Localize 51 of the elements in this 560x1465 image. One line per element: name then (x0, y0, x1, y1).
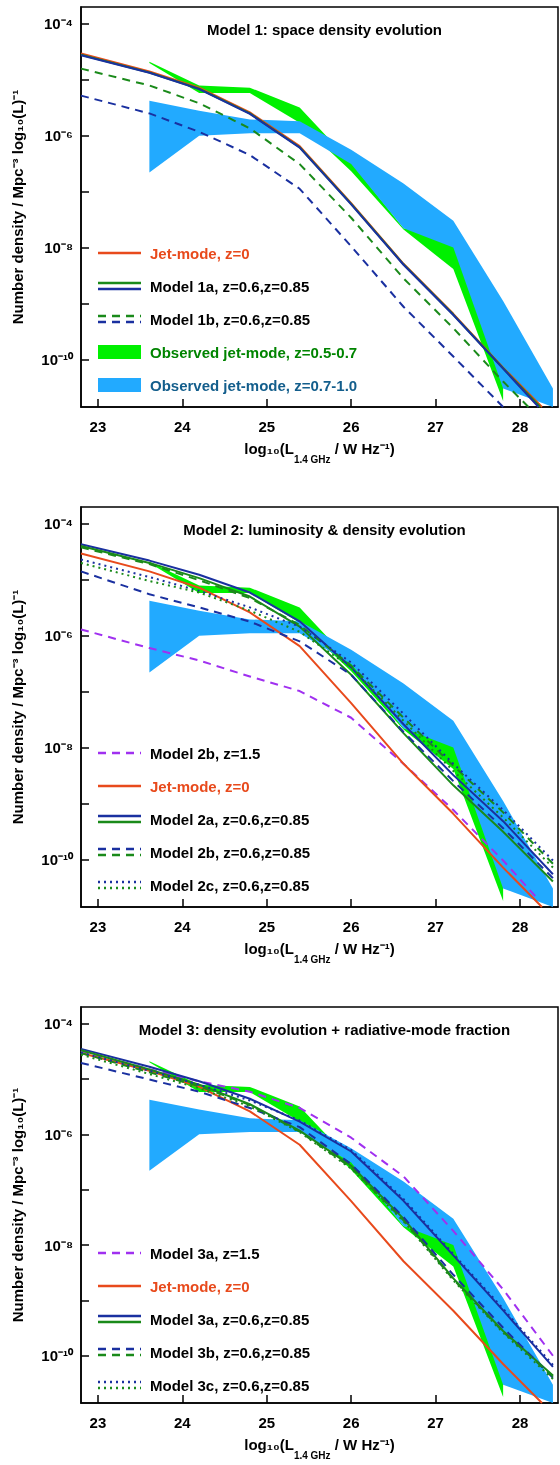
x-tick-label: 23 (89, 918, 107, 935)
y-tick-label: 10⁻⁶ (44, 1125, 73, 1143)
x-tick-label: 27 (427, 918, 444, 935)
legend-label: Model 2a, z=0.6,z=0.85 (150, 810, 310, 828)
legend-label: Model 3a, z=1.5 (150, 1244, 260, 1262)
legend-label: Model 2b, z=0.6,z=0.85 (150, 843, 311, 861)
legend-label: Jet-mode, z=0 (150, 777, 250, 795)
x-tick-label: 25 (258, 1414, 276, 1431)
y-tick-label: 10⁻⁸ (44, 738, 73, 756)
legend-label: Model 3a, z=0.6,z=0.85 (150, 1310, 310, 1328)
y-tick-label: 10⁻⁸ (44, 1236, 73, 1254)
x-tick-label: 27 (427, 1414, 444, 1431)
y-tick-label: 10⁻¹⁰ (41, 850, 74, 868)
legend-label: Model 2b, z=1.5 (150, 744, 261, 762)
legend-label: Observed jet-mode, z=0.7-1.0 (150, 376, 358, 394)
text: Model 3: density evolution + radiative-mode fraction (138, 1021, 511, 1038)
legend-label: Model 2c, z=0.6,z=0.85 (150, 876, 310, 894)
y-axis-title: Number density / Mpc⁻³ log₁₀(L)⁻¹ (9, 1087, 26, 1323)
x-tick-label: 28 (511, 418, 529, 435)
legend-label: Jet-mode, z=0 (150, 244, 250, 262)
y-tick-label: 10⁻⁴ (43, 515, 73, 533)
y-tick-label: 10⁻¹⁰ (41, 350, 74, 368)
text: Model 1: space density evolution (206, 21, 443, 38)
legend-label: Observed jet-mode, z=0.5-0.7 (150, 343, 358, 361)
y-tick-label: 10⁻¹⁰ (41, 1347, 74, 1365)
y-tick-label: 10⁻⁴ (43, 15, 73, 33)
text: Model 2: luminosity & density evolution (183, 521, 466, 538)
y-tick-label: 10⁻⁴ (43, 1015, 73, 1033)
legend-label: Model 3b, z=0.6,z=0.85 (150, 1343, 311, 1361)
x-tick-label: 27 (427, 418, 444, 435)
y-tick-label: 10⁻⁶ (44, 627, 73, 645)
x-tick-label: 26 (342, 1414, 360, 1431)
y-axis-title: Number density / Mpc⁻³ log₁₀(L)⁻¹ (9, 589, 26, 825)
x-tick-label: 25 (258, 418, 276, 435)
x-tick-label: 25 (258, 918, 276, 935)
legend-label: Model 3c, z=0.6,z=0.85 (150, 1376, 310, 1394)
x-tick-label: 28 (511, 918, 529, 935)
x-tick-label: 26 (342, 418, 360, 435)
legend-label: Model 1b, z=0.6,z=0.85 (150, 310, 311, 328)
y-tick-label: 10⁻⁸ (44, 238, 73, 256)
x-tick-label: 23 (89, 1414, 107, 1431)
x-tick-label: 24 (173, 1414, 192, 1431)
legend-label: Jet-mode, z=0 (150, 1277, 250, 1295)
x-tick-label: 26 (342, 918, 360, 935)
x-tick-label: 24 (173, 918, 192, 935)
x-tick-label: 23 (89, 418, 107, 435)
x-tick-label: 24 (173, 418, 192, 435)
legend-label: Model 1a, z=0.6,z=0.85 (150, 277, 310, 295)
y-axis-title: Number density / Mpc⁻³ log₁₀(L)⁻¹ (9, 89, 26, 325)
x-tick-label: 28 (511, 1414, 529, 1431)
y-tick-label: 10⁻⁶ (44, 127, 73, 145)
